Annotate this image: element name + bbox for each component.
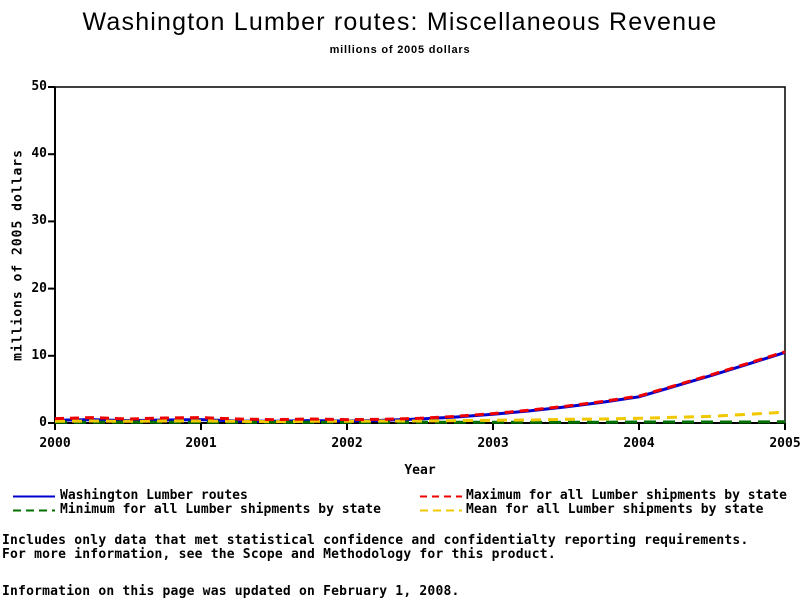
legend-label: Maximum for all Lumber shipments by stat…	[466, 488, 787, 503]
legend-entry: Minimum for all Lumber shipments by stat…	[0, 503, 800, 517]
series-line-4	[54, 410, 786, 424]
y-tick-label: 40	[31, 146, 47, 162]
x-tick-label: 2000	[39, 436, 71, 451]
y-tick-label: 0	[39, 415, 47, 430]
plot-frame	[54, 86, 786, 424]
legend-entry: Maximum for all Lumber shipments by stat…	[0, 489, 800, 503]
y-tick-label: 10	[31, 347, 47, 363]
y-axis-title: millions of 2005 dollars	[10, 149, 26, 361]
x-axis-title: Year	[404, 463, 436, 478]
legend-swatch-line	[13, 509, 55, 512]
legend-swatch-line	[13, 495, 55, 498]
updated-note: Information on this page was updated on …	[2, 584, 460, 599]
series-line-2	[54, 350, 786, 422]
x-tick-label: 2005	[769, 436, 800, 451]
chart-title: Washington Lumber routes: Miscellaneous …	[82, 8, 718, 36]
x-tick-label: 2004	[623, 436, 655, 451]
legend-label: Washington Lumber routes	[60, 488, 248, 503]
legend-entry: Mean for all Lumber shipments by state	[0, 503, 800, 517]
footnote-line2: For more information, see the Scope and …	[2, 547, 556, 562]
legend-swatch-line	[420, 509, 462, 512]
y-tick-label: 50	[31, 79, 47, 94]
x-tick-label: 2003	[477, 436, 509, 451]
x-tick-label: 2002	[331, 436, 363, 451]
y-tick-label: 20	[31, 280, 47, 296]
legend-label: Minimum for all Lumber shipments by stat…	[60, 502, 381, 517]
footnote-line1: Includes only data that met statistical …	[2, 533, 749, 548]
legend-label: Mean for all Lumber shipments by state	[466, 502, 764, 517]
legend-swatch-line	[420, 495, 462, 498]
legend-entry: Washington Lumber routes	[0, 489, 800, 503]
y-tick-label: 30	[31, 213, 47, 229]
x-tick-label: 2001	[185, 436, 217, 451]
chart-subtitle: millions of 2005 dollars	[329, 44, 471, 56]
